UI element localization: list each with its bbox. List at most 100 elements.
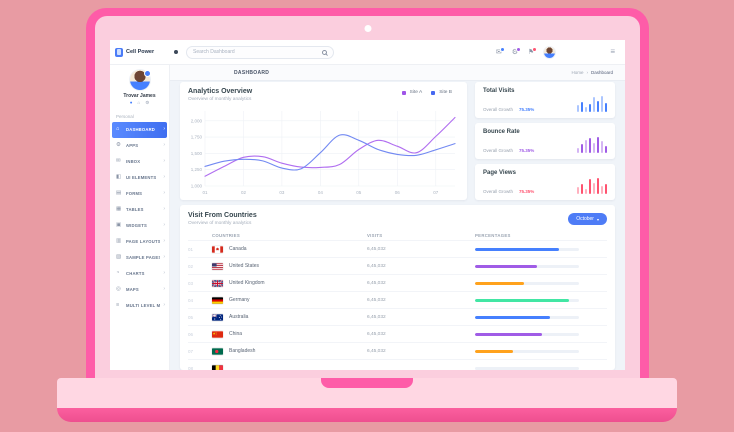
chevron-right-icon <box>163 127 165 132</box>
spark-bar <box>584 189 587 194</box>
status-icon[interactable] <box>130 101 133 106</box>
spark-bar <box>588 137 591 153</box>
brand[interactable]: Cell Power <box>110 47 168 57</box>
country-row[interactable]: 02 United States 6,45,032 <box>188 257 607 274</box>
country-row[interactable]: 05 Australia 6,45,032 <box>188 308 607 325</box>
sidebar-collapse-toggle[interactable] <box>174 50 178 54</box>
sidebar-item[interactable]: ✉ INBOX <box>110 154 169 170</box>
country-row[interactable]: 01 Canada 6,45,032 <box>188 240 607 257</box>
country-cell: United States <box>212 262 367 270</box>
spark-bar <box>580 144 583 153</box>
country-row[interactable]: 07 Bangladesh 6,45,032 <box>188 342 607 359</box>
webcam-dot <box>364 25 371 32</box>
sidebar-item-label: INBOX <box>126 159 141 164</box>
brand-name: Cell Power <box>126 49 155 55</box>
row-index: 07 <box>188 348 194 354</box>
search-input[interactable] <box>193 49 322 55</box>
sidebar-item[interactable]: ▣ WIDGETS <box>110 218 169 234</box>
sidebar-item[interactable]: ◔ CHARTS <box>110 266 169 282</box>
stat-card-total-visits: Total Visits Overall Growth 75.35% <box>475 82 615 118</box>
card-title: Visit From Countries <box>188 212 257 219</box>
search-icon[interactable] <box>322 49 327 55</box>
percentage-cell <box>475 349 607 353</box>
visits-value: 6,45,032 <box>367 280 386 286</box>
sparkline-bars <box>576 178 607 194</box>
percentage-bar <box>475 247 579 251</box>
percentage-cell <box>475 298 607 302</box>
sidebar-section-label: Personal <box>116 113 134 119</box>
navbar-icon[interactable]: ✉ <box>496 46 505 56</box>
sidebar-item[interactable]: ⌂ DASHBOARD <box>112 121 167 138</box>
svg-text:06: 06 <box>395 190 401 195</box>
hamburger-menu-icon[interactable] <box>610 48 615 56</box>
sidebar-item-label: MULTI LEVEL MENU <box>126 303 161 308</box>
spark-bar <box>600 96 603 112</box>
sidebar-item[interactable]: ▦ TABLES <box>110 202 169 218</box>
sidebar-item-label: TABLES <box>126 207 144 212</box>
sidebar-item[interactable]: ▧ SAMPLE PAGES <box>110 250 169 266</box>
search-bar[interactable] <box>186 45 334 59</box>
sidebar-item-icon: ◧ <box>116 173 122 180</box>
sidebar-item[interactable]: ◧ UI ELEMENTS <box>110 170 169 186</box>
gear-icon[interactable] <box>145 101 149 106</box>
row-index: 04 <box>188 297 194 303</box>
legend-swatch-site-a <box>401 90 406 95</box>
sidebar-item[interactable]: ▥ PAGE LAYOUTS <box>110 234 169 250</box>
row-index: 01 <box>188 246 194 252</box>
col-countries: COUNTRIES <box>212 232 241 238</box>
navbar-icon[interactable]: ⚙ <box>512 46 522 56</box>
svg-text:1,250: 1,250 <box>191 167 203 172</box>
home-icon[interactable] <box>137 101 140 106</box>
spark-bar <box>576 104 579 112</box>
country-row[interactable]: 03 United Kingdom 6,45,032 <box>188 274 607 291</box>
laptop-bezel: Cell Power ✉ <box>95 16 640 378</box>
country-row[interactable]: 06 China 6,45,032 <box>188 325 607 342</box>
country-flag <box>212 330 223 338</box>
stat-cards-column: Total Visits Overall Growth 75.35% <box>475 82 615 200</box>
sidebar-item[interactable]: ◎ MAPS <box>110 282 169 298</box>
growth-label: Overall Growth <box>483 148 514 153</box>
country-flag <box>212 364 223 370</box>
svg-text:02: 02 <box>241 190 247 195</box>
sidebar-item[interactable]: ▤ FORMS <box>110 186 169 202</box>
percentage-bar <box>475 264 579 268</box>
spark-bar <box>592 142 595 153</box>
percentage-cell <box>475 332 607 336</box>
spark-bar <box>580 102 583 112</box>
percentage-bar <box>475 298 579 302</box>
sidebar-item-icon: ✉ <box>116 157 121 164</box>
svg-text:2,000: 2,000 <box>191 118 203 123</box>
percentage-bar <box>475 366 579 370</box>
sidebar-item[interactable]: ⚙ APPS <box>110 138 169 154</box>
notification-badge <box>516 46 522 52</box>
stat-title: Bounce Rate <box>483 129 520 135</box>
col-visits: VISITS <box>367 232 383 238</box>
sparkline-bars <box>576 96 607 112</box>
chevron-right-icon <box>163 271 165 276</box>
month-select-button[interactable]: October ▾ <box>568 213 607 225</box>
stat-growth: Overall Growth 75.35% <box>483 148 534 153</box>
svg-text:1,750: 1,750 <box>191 135 203 140</box>
country-row[interactable]: 04 Germany 6,45,032 <box>188 291 607 308</box>
sidebar-item-label: APPS <box>126 143 139 148</box>
breadcrumb-home[interactable]: Home <box>571 70 584 75</box>
user-avatar[interactable] <box>544 46 556 58</box>
navbar-icon[interactable]: ⚑ <box>528 46 538 56</box>
chevron-right-icon <box>163 175 165 180</box>
chevron-right-icon <box>163 303 165 308</box>
breadcrumb-separator: › <box>586 70 588 75</box>
country-cell: Australia <box>212 313 367 321</box>
country-flag <box>212 347 223 355</box>
notification-badge <box>499 46 505 52</box>
profile-avatar[interactable] <box>129 70 151 90</box>
col-percentages: PERCENTAGES <box>475 232 511 238</box>
sidebar-item-icon: ▧ <box>116 253 122 260</box>
sidebar-item[interactable]: ≡ MULTI LEVEL MENU <box>110 298 169 314</box>
card-subtitle: Overview of monthly analytics <box>188 221 252 226</box>
laptop-notch <box>321 378 413 388</box>
spark-bar <box>604 103 607 112</box>
percentage-cell <box>475 264 607 268</box>
top-cards-row: Analytics Overview Overview of monthly a… <box>180 82 615 200</box>
country-row[interactable]: 08 <box>188 359 607 370</box>
